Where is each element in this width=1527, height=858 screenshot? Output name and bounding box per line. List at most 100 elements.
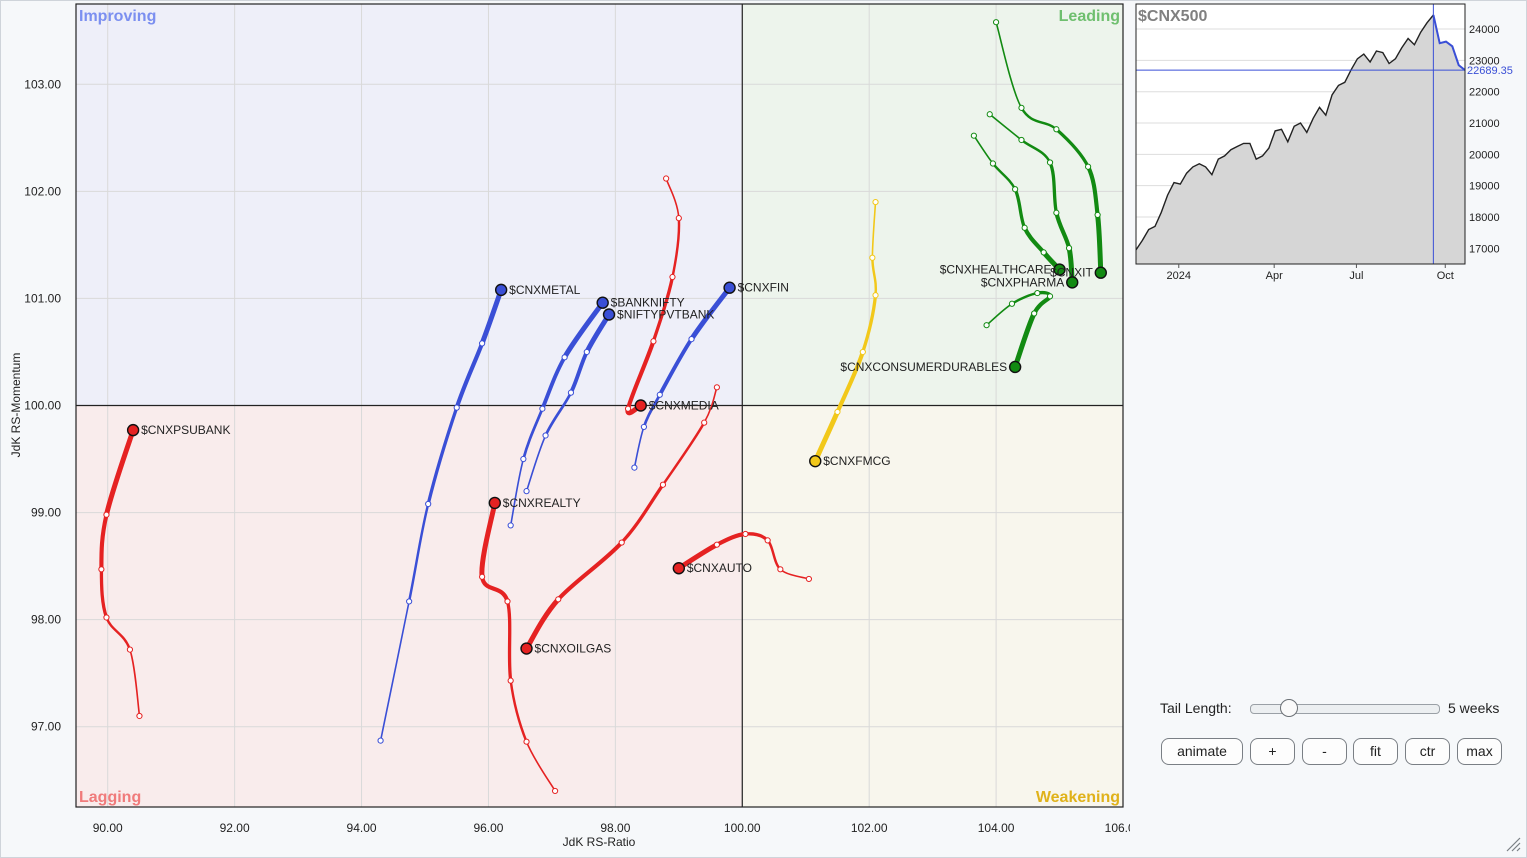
- tail-point-cnxfmcg: [872, 292, 879, 299]
- center-button[interactable]: ctr: [1405, 738, 1450, 765]
- head-point-cnxfin[interactable]: [723, 281, 736, 294]
- benchmark-x-tick: Jul: [1349, 270, 1363, 282]
- series-label-cnxconsumerdurables: $CNXCONSUMERDURABLES: [840, 360, 1007, 374]
- tail-point-cnxoilgas: [713, 384, 720, 391]
- head-point-cnxfmcg[interactable]: [809, 454, 822, 468]
- head-point-cnxrealty[interactable]: [488, 496, 501, 510]
- tail-point-cnxmedia: [650, 338, 657, 345]
- head-point-cnxpharma[interactable]: [1066, 276, 1079, 289]
- tail-segment-cnxmetal: [426, 405, 459, 506]
- tail-segment-cnxrealty: [509, 679, 528, 743]
- tail-point-banknifty: [507, 522, 514, 529]
- tail-point-cnxmedia: [675, 215, 682, 222]
- tail-segment-cnxfmcg: [871, 256, 878, 297]
- head-point-cnxmedia[interactable]: [634, 399, 647, 412]
- tail-point-cnxrealty: [551, 787, 559, 795]
- tail-point-cnxrealty: [507, 677, 514, 684]
- tail-segment-cnxpsubank: [99, 512, 109, 572]
- tail-segment-cnxfmcg: [861, 293, 878, 354]
- tail-point-cnxconsumerdurables: [1031, 310, 1038, 317]
- y-tick-label: 99.00: [31, 506, 61, 520]
- tail-point-cnxrealty: [523, 738, 530, 745]
- tail-point-cnxpsubank: [98, 566, 105, 573]
- tail-segment-cnxfin: [657, 337, 694, 397]
- x-tick-label: 106.00: [1105, 821, 1130, 835]
- tail-point-cnxrealty: [479, 573, 486, 580]
- head-point-cnxconsumerdurables[interactable]: [1008, 360, 1022, 374]
- tail-segment-banknifty: [509, 458, 525, 527]
- tail-length-slider[interactable]: [1250, 699, 1440, 717]
- tail-point-cnxfmcg: [869, 254, 876, 261]
- tail-point-cnxhealthcare: [1021, 224, 1028, 231]
- quadrant-label-weakening: Weakening: [1036, 789, 1120, 806]
- benchmark-border: [1135, 3, 1466, 265]
- quadrant-label-improving: Improving: [79, 8, 156, 25]
- head-point-niftypvtbank[interactable]: [602, 308, 616, 321]
- head-point-cnxpsubank[interactable]: [126, 423, 140, 437]
- benchmark-tail-line: [1432, 14, 1466, 71]
- tail-segment-cnxpsubank: [99, 567, 109, 620]
- head-point-banknifty[interactable]: [596, 296, 609, 309]
- quadrant-improving: [76, 4, 743, 406]
- tail-point-banknifty: [539, 405, 546, 412]
- series-label-cnxpharma: $CNXPHARMA: [981, 275, 1064, 289]
- series-label-banknifty: $BANKNIFTY: [611, 296, 685, 310]
- tail-segment-cnxoilgas: [620, 483, 665, 545]
- tail-point-cnxpharma: [1018, 136, 1025, 144]
- tail-point-cnxoilgas: [618, 539, 625, 546]
- tail-point-cnxmetal: [479, 340, 486, 347]
- x-tick-label: 104.00: [978, 821, 1015, 835]
- benchmark-x-tick: 2024: [1167, 270, 1191, 282]
- tail-point-cnxconsumerdurables: [1034, 289, 1041, 297]
- tail-segment-cnxmedia: [671, 216, 681, 279]
- tail-point-cnxpsubank: [136, 712, 143, 720]
- series-label-cnxmetal: $CNXMETAL: [509, 283, 580, 297]
- tail-segment-cnxfmcg: [835, 349, 865, 414]
- head-point-cnxoilgas[interactable]: [520, 642, 533, 655]
- head-point-cnxmetal[interactable]: [494, 283, 508, 297]
- tail-point-niftypvtbank: [567, 389, 575, 396]
- tail-point-cnxfmcg: [859, 348, 866, 356]
- tail-point-cnxconsumerdurables: [983, 322, 990, 329]
- tail-segment-cnxrealty: [505, 599, 513, 683]
- benchmark-y-tick: 17000: [1469, 243, 1500, 255]
- head-point-cnxit[interactable]: [1094, 266, 1107, 279]
- tail-point-cnxmedia: [624, 405, 632, 412]
- tail-point-cnxit: [992, 19, 1000, 26]
- tail-segment-banknifty: [522, 407, 544, 461]
- x-tick-label: 96.00: [473, 821, 503, 835]
- resize-grip-icon[interactable]: [1505, 836, 1521, 852]
- series-label-cnxfin: $CNXFIN: [738, 281, 789, 295]
- head-point-cnxhealthcare[interactable]: [1053, 263, 1066, 276]
- tail-point-cnxconsumerdurables: [1046, 293, 1054, 300]
- tail-point-cnxit: [1053, 126, 1060, 133]
- tail-point-cnxfin: [631, 464, 638, 471]
- zoom-in-button[interactable]: +: [1250, 738, 1295, 765]
- tail-point-cnxmedia: [669, 273, 676, 281]
- zoom-out-button[interactable]: -: [1302, 738, 1347, 765]
- tail-point-cnxauto: [742, 530, 749, 538]
- tail-point-cnxoilgas: [555, 596, 562, 603]
- tail-point-cnxmetal: [377, 737, 384, 744]
- animate-button[interactable]: animate: [1161, 738, 1243, 765]
- benchmark-area: [1136, 15, 1465, 264]
- max-button[interactable]: max: [1457, 738, 1502, 765]
- head-point-cnxauto[interactable]: [672, 562, 686, 575]
- series-label-cnxpsubank: $CNXPSUBANK: [141, 423, 230, 437]
- tail-segment-cnxpharma: [1048, 160, 1059, 215]
- rrg-chart[interactable]: 90.00 92.00 94.00 96.00 98.00 100.00 102.00 104…: [0, 0, 1130, 858]
- tail-point-cnxhealthcare: [1012, 186, 1019, 193]
- x-tick-label: 92.00: [220, 821, 250, 835]
- benchmark-line: [1135, 14, 1434, 251]
- benchmark-x-tick: Apr: [1266, 270, 1283, 282]
- tail-segment-cnxpsubank: [105, 616, 132, 651]
- tail-segment-cnxpharma: [1020, 138, 1052, 164]
- y-axis-label: JdK RS-Momentum: [9, 353, 23, 458]
- quadrant-label-leading: Leading: [1059, 8, 1120, 25]
- y-tick-label: 98.00: [31, 613, 61, 627]
- tail-point-cnxit: [1094, 211, 1101, 219]
- tail-point-niftypvtbank: [583, 348, 590, 356]
- tail-length-slider-thumb[interactable]: [1279, 699, 1298, 717]
- fit-button[interactable]: fit: [1353, 738, 1398, 765]
- tail-point-banknifty: [561, 354, 568, 361]
